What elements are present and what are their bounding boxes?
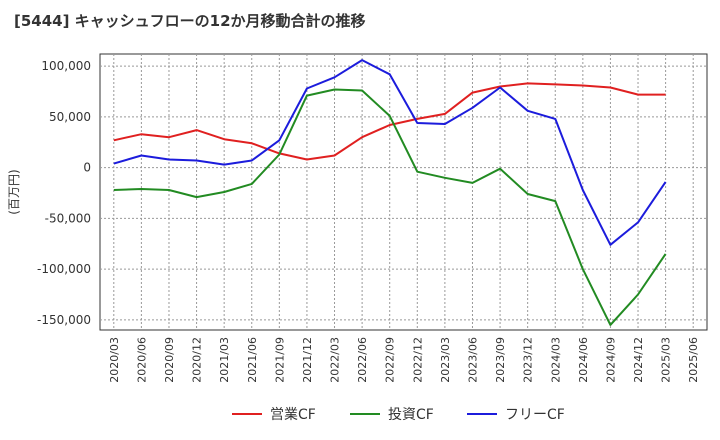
x-tick-label: 2024/09 [604, 337, 617, 383]
x-tick-label: 2022/06 [356, 337, 369, 383]
x-tick-label: 2023/09 [494, 337, 507, 383]
x-tick-label: 2025/06 [687, 337, 700, 383]
series-lines [113, 59, 667, 326]
y-axis-ticks: 100,000 50,000 0 -50,000 -100,000 -150,000 [37, 59, 91, 327]
x-axis-ticks: 2020/03 2020/06 2020/09 2020/12 2021/03 2021/… [108, 337, 700, 383]
x-tick-label: 2020/03 [108, 337, 121, 383]
x-tick-label: 2021/03 [218, 337, 231, 383]
x-tick-label: 2023/06 [466, 337, 479, 383]
y-tick-label: -150,000 [37, 313, 91, 327]
x-tick-label: 2023/03 [439, 337, 452, 383]
x-tick-label: 2025/03 [660, 337, 673, 383]
x-tick-label: 2021/12 [301, 337, 314, 383]
y-axis-label: (百万円) [7, 169, 21, 214]
series-line-3 [113, 59, 667, 246]
x-tick-label: 2022/12 [411, 337, 424, 383]
x-tick-label: 2023/12 [522, 337, 535, 383]
series-line-2 [113, 88, 667, 326]
chart-title: [5444] キャッシュフローの12か月移動合計の推移 [14, 12, 366, 30]
y-tick-label: 50,000 [49, 110, 91, 124]
x-tick-label: 2022/09 [384, 337, 397, 383]
x-tick-label: 2020/12 [191, 337, 204, 383]
x-tick-label: 2021/06 [246, 337, 259, 383]
legend-label: 営業CF [270, 407, 316, 423]
x-tick-label: 2024/06 [577, 337, 590, 383]
x-tick-label: 2020/09 [163, 337, 176, 383]
plot-background [99, 53, 708, 331]
y-tick-label: -50,000 [45, 211, 91, 225]
x-tick-label: 2021/09 [273, 337, 286, 383]
x-tick-label: 2024/03 [549, 337, 562, 383]
x-tick-label: 2024/12 [632, 337, 645, 383]
legend-label: 投資CF [388, 407, 434, 423]
legend-label: フリーCF [505, 407, 565, 423]
legend: 営業CF 投資CF フリーCF [232, 407, 565, 423]
y-tick-label: -100,000 [37, 262, 91, 276]
x-tick-label: 2020/06 [135, 337, 148, 383]
x-tick-label: 2022/03 [329, 337, 342, 383]
y-tick-label: 100,000 [41, 59, 91, 73]
y-tick-label: 0 [83, 161, 91, 175]
grid-lines [100, 54, 707, 330]
series-line-1 [113, 82, 666, 161]
